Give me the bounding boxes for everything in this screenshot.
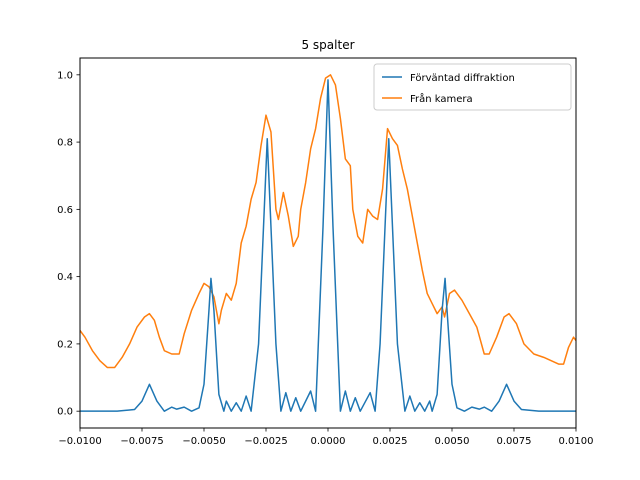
y-axis: 0.0 0.2 0.4 0.6 0.8 1.0	[57, 70, 80, 418]
y-tick-label: 0.8	[57, 138, 73, 149]
x-tick-label: −0.0075	[120, 436, 163, 447]
y-tick-label: 1.0	[57, 70, 73, 81]
series-line-1	[80, 74, 576, 369]
legend-label-1: Från kamera	[410, 92, 473, 105]
x-tick-label: 0.0050	[435, 436, 470, 447]
x-tick-label: 0.0000	[311, 436, 346, 447]
legend-label-0: Förväntad diffraktion	[410, 73, 515, 84]
x-tick-label: −0.0100	[58, 436, 101, 447]
legend: Förväntad diffraktion Från kamera	[373, 63, 572, 111]
x-tick-label: 0.0075	[497, 436, 532, 447]
y-tick-label: 0.4	[57, 272, 73, 283]
x-tick-label: 0.0100	[559, 436, 594, 447]
x-tick-label: −0.0050	[182, 436, 225, 447]
plot-background	[80, 58, 576, 428]
legend-box	[373, 63, 572, 111]
plot-frame	[79, 57, 577, 429]
x-axis: −0.0100 −0.0075 −0.0050 −0.0025 0.0000 0.0025…	[58, 428, 594, 447]
x-tick-label: −0.0025	[244, 436, 287, 447]
series-layer	[80, 74, 576, 412]
y-tick-label: 0.0	[57, 407, 73, 418]
x-tick-label: 0.0025	[373, 436, 408, 447]
y-tick-label: 0.6	[57, 205, 73, 216]
chart-title: 5 spalter	[301, 38, 354, 52]
series-line-0	[80, 79, 576, 412]
y-tick-label: 0.2	[57, 339, 73, 350]
